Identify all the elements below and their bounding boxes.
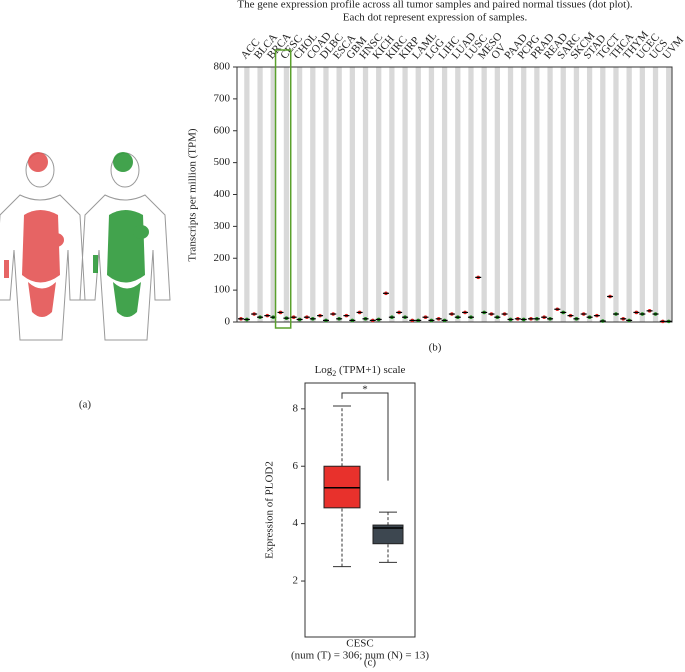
title-part: Log xyxy=(315,364,333,376)
y-tick-label: 800 xyxy=(214,61,231,73)
chart-subtitle: Each dot represent expression of samples… xyxy=(343,12,528,24)
y-tick-label: 300 xyxy=(214,220,231,232)
y-axis-label: Transcripts per million (TPM) xyxy=(187,128,199,261)
y-tick-label: 6 xyxy=(293,460,299,472)
category-band xyxy=(560,67,566,322)
category-band xyxy=(428,67,435,322)
y-tick-label: 600 xyxy=(214,124,231,136)
y-tick-label: 500 xyxy=(214,156,231,168)
note: (num (T) = 306; num (N) = 13) xyxy=(291,650,429,662)
y-tick-label: 100 xyxy=(214,284,231,296)
category-band xyxy=(507,67,514,322)
category-band xyxy=(573,67,580,322)
category-band xyxy=(521,67,527,322)
category-band xyxy=(547,67,553,322)
annotation: * xyxy=(362,384,368,396)
box xyxy=(372,524,404,545)
category-band xyxy=(362,67,369,322)
category-band xyxy=(666,67,672,322)
category-band xyxy=(455,67,461,322)
category-band xyxy=(494,67,500,322)
panel-label: (c) xyxy=(364,657,377,669)
body-illustration xyxy=(0,152,171,341)
category-band xyxy=(600,67,606,322)
category-band xyxy=(481,67,487,322)
category-band xyxy=(283,67,290,322)
title-part: (TPM+1) scale xyxy=(336,364,405,376)
y-tick-label: 0 xyxy=(225,316,231,328)
category-band xyxy=(376,67,382,322)
category-band xyxy=(441,67,448,322)
category-band xyxy=(652,67,659,322)
title-part: 2 xyxy=(332,369,336,378)
highlight-box xyxy=(274,49,292,329)
y-tick-label: 2 xyxy=(293,575,299,587)
y-tick-label: 4 xyxy=(293,517,299,529)
category-band xyxy=(639,67,645,322)
y-tick-label: 400 xyxy=(214,188,231,200)
category-label: CESC xyxy=(346,638,374,650)
category-band xyxy=(534,67,540,322)
chart-title: Log2 (TPM+1) scale xyxy=(315,364,406,378)
y-tick-label: 700 xyxy=(214,92,231,104)
category-band xyxy=(586,67,593,322)
category-band xyxy=(323,67,329,322)
panel-label: (a) xyxy=(79,399,92,411)
category-band xyxy=(626,67,632,322)
category-band xyxy=(296,67,303,322)
category-band xyxy=(257,67,263,322)
category-band xyxy=(415,67,421,322)
panel-label: (b) xyxy=(429,342,442,354)
category-band xyxy=(389,67,395,322)
category-band xyxy=(244,67,250,322)
y-tick-label: 200 xyxy=(214,252,231,264)
category-band xyxy=(349,67,355,322)
category-band xyxy=(336,67,342,322)
category-band xyxy=(613,67,619,322)
category-band xyxy=(468,67,474,322)
y-axis-label: Expression of PLOD2 xyxy=(264,461,276,559)
y-tick-label: 8 xyxy=(293,402,299,414)
plot-frame xyxy=(304,382,416,638)
category-band xyxy=(310,67,316,322)
category-band xyxy=(402,67,408,322)
category-band xyxy=(270,67,276,322)
significance-bracket xyxy=(341,392,389,481)
chart-title: The gene expression profile across all t… xyxy=(237,0,633,11)
